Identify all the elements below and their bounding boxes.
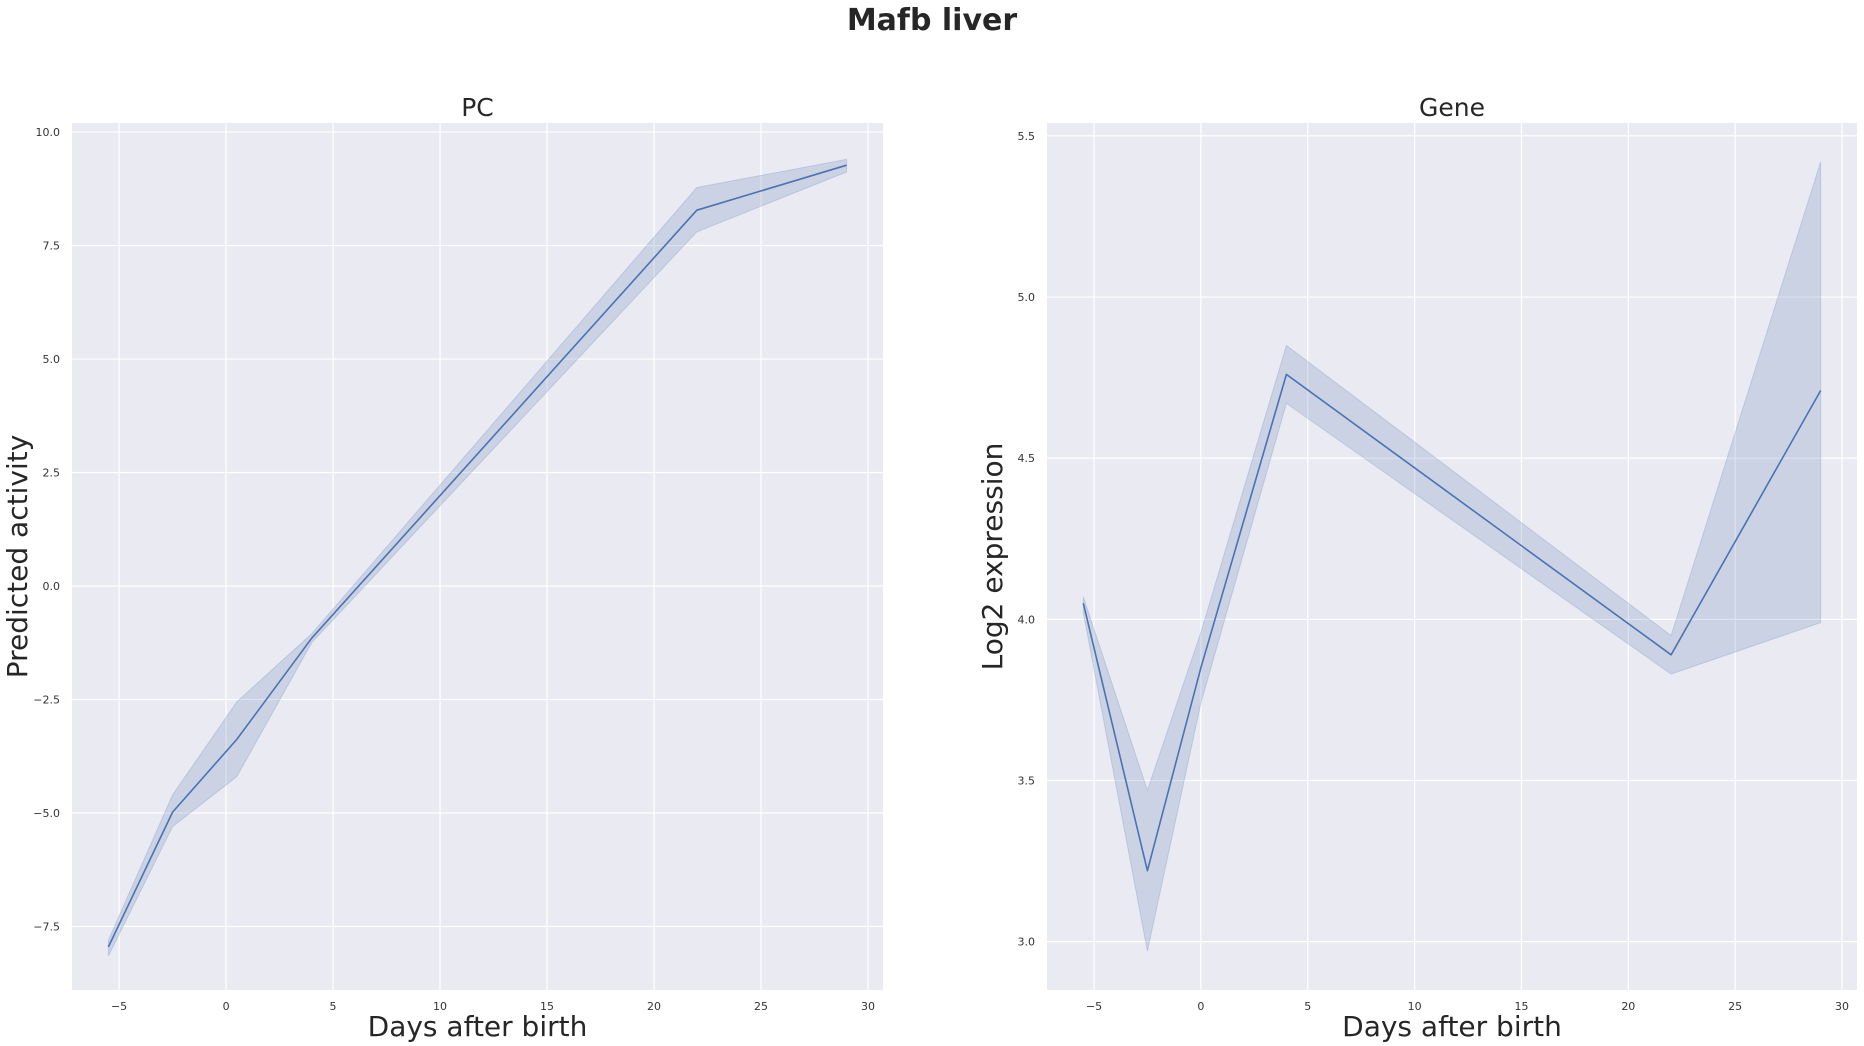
gene-panel-title: Gene (1419, 93, 1485, 122)
pc-x-axis-label: Days after birth (368, 1010, 588, 1043)
gene-y-tick-label: 5.5 (1018, 130, 1036, 143)
gene-confidence-band (1082, 161, 1822, 952)
gene-x-axis-label: Days after birth (1342, 1010, 1562, 1043)
pc-line-layer (107, 164, 847, 948)
pc-y-tick-label: 2.5 (43, 467, 61, 480)
gene-tick-labels: −5 0 5 10 15 20 25 30 3.0 3.5 4.0 4.5 5.0 5.5 (1018, 130, 1850, 1013)
pc-y-axis-label: Predicted activity (1, 435, 34, 679)
gene-y-tick-label: 5.0 (1018, 291, 1036, 304)
pc-y-tick-label: −2.5 (33, 693, 60, 706)
gene-x-tick-label: 25 (1728, 1000, 1742, 1013)
pc-y-tick-label: 7.5 (43, 240, 61, 253)
pc-x-tick-label: 25 (754, 1000, 768, 1013)
pc-panel-title: PC (461, 93, 494, 122)
gene-x-tick-label: 10 (1408, 1000, 1422, 1013)
pc-y-tick-label: 10.0 (36, 126, 61, 139)
pc-axes-background (72, 123, 883, 990)
gene-y-tick-label: 3.5 (1018, 775, 1036, 788)
pc-grid (72, 123, 883, 990)
gene-y-tick-label: 3.0 (1018, 936, 1036, 949)
pc-y-tick-label: −5.0 (33, 807, 60, 820)
gene-x-tick-label: 30 (1835, 1000, 1849, 1013)
pc-series-line (107, 164, 847, 948)
gene-x-tick-label: 5 (1304, 1000, 1311, 1013)
pc-x-tick-label: 30 (861, 1000, 875, 1013)
pc-x-tick-label: −5 (111, 1000, 127, 1013)
gene-series-line (1082, 373, 1822, 872)
gene-confidence-band-layer (1082, 161, 1822, 952)
pc-confidence-band-layer (107, 158, 848, 957)
panel-gene: −5 0 5 10 15 20 25 30 3.0 3.5 4.0 4.5 5.0 5.5 Gene Da… (976, 93, 1857, 1043)
pc-y-tick-label: 0.0 (43, 580, 61, 593)
gene-y-tick-label: 4.0 (1018, 613, 1036, 626)
gene-y-axis-label: Log2 expression (976, 443, 1009, 671)
pc-x-tick-label: 15 (540, 1000, 554, 1013)
gene-line-layer (1082, 373, 1822, 872)
gene-x-tick-label: −5 (1086, 1000, 1102, 1013)
pc-x-tick-label: 20 (647, 1000, 661, 1013)
figure-suptitle: Mafb liver (847, 3, 1018, 38)
gene-axes-background (1047, 123, 1857, 990)
pc-x-tick-label: 10 (433, 1000, 447, 1013)
pc-tick-labels: −5 0 5 10 15 20 25 30 −7.5 −5.0 −2.5 0.0 2.5 5.0 7.5 10… (33, 126, 875, 1013)
pc-confidence-band (107, 158, 848, 957)
pc-y-tick-label: −7.5 (33, 920, 60, 933)
pc-x-tick-label: 0 (223, 1000, 230, 1013)
pc-x-tick-label: 5 (330, 1000, 337, 1013)
pc-y-tick-label: 5.0 (43, 353, 61, 366)
panel-pc: −5 0 5 10 15 20 25 30 −7.5 −5.0 −2.5 0.0 2.5 5.0 7.5 10… (1, 93, 883, 1043)
gene-grid (1047, 123, 1857, 990)
gene-x-tick-label: 0 (1197, 1000, 1204, 1013)
gene-x-tick-label: 15 (1514, 1000, 1528, 1013)
gene-y-tick-label: 4.5 (1018, 452, 1036, 465)
gene-x-tick-label: 20 (1621, 1000, 1635, 1013)
